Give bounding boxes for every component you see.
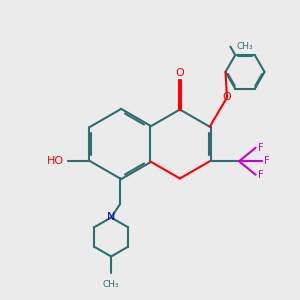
Text: CH₃: CH₃	[237, 42, 253, 51]
Text: HO: HO	[47, 156, 64, 166]
Text: CH₃: CH₃	[103, 280, 119, 289]
Text: N: N	[107, 212, 115, 223]
Text: F: F	[264, 156, 270, 166]
Text: O: O	[223, 92, 231, 102]
Text: F: F	[258, 170, 264, 180]
Text: F: F	[258, 143, 264, 153]
Text: O: O	[176, 68, 184, 78]
